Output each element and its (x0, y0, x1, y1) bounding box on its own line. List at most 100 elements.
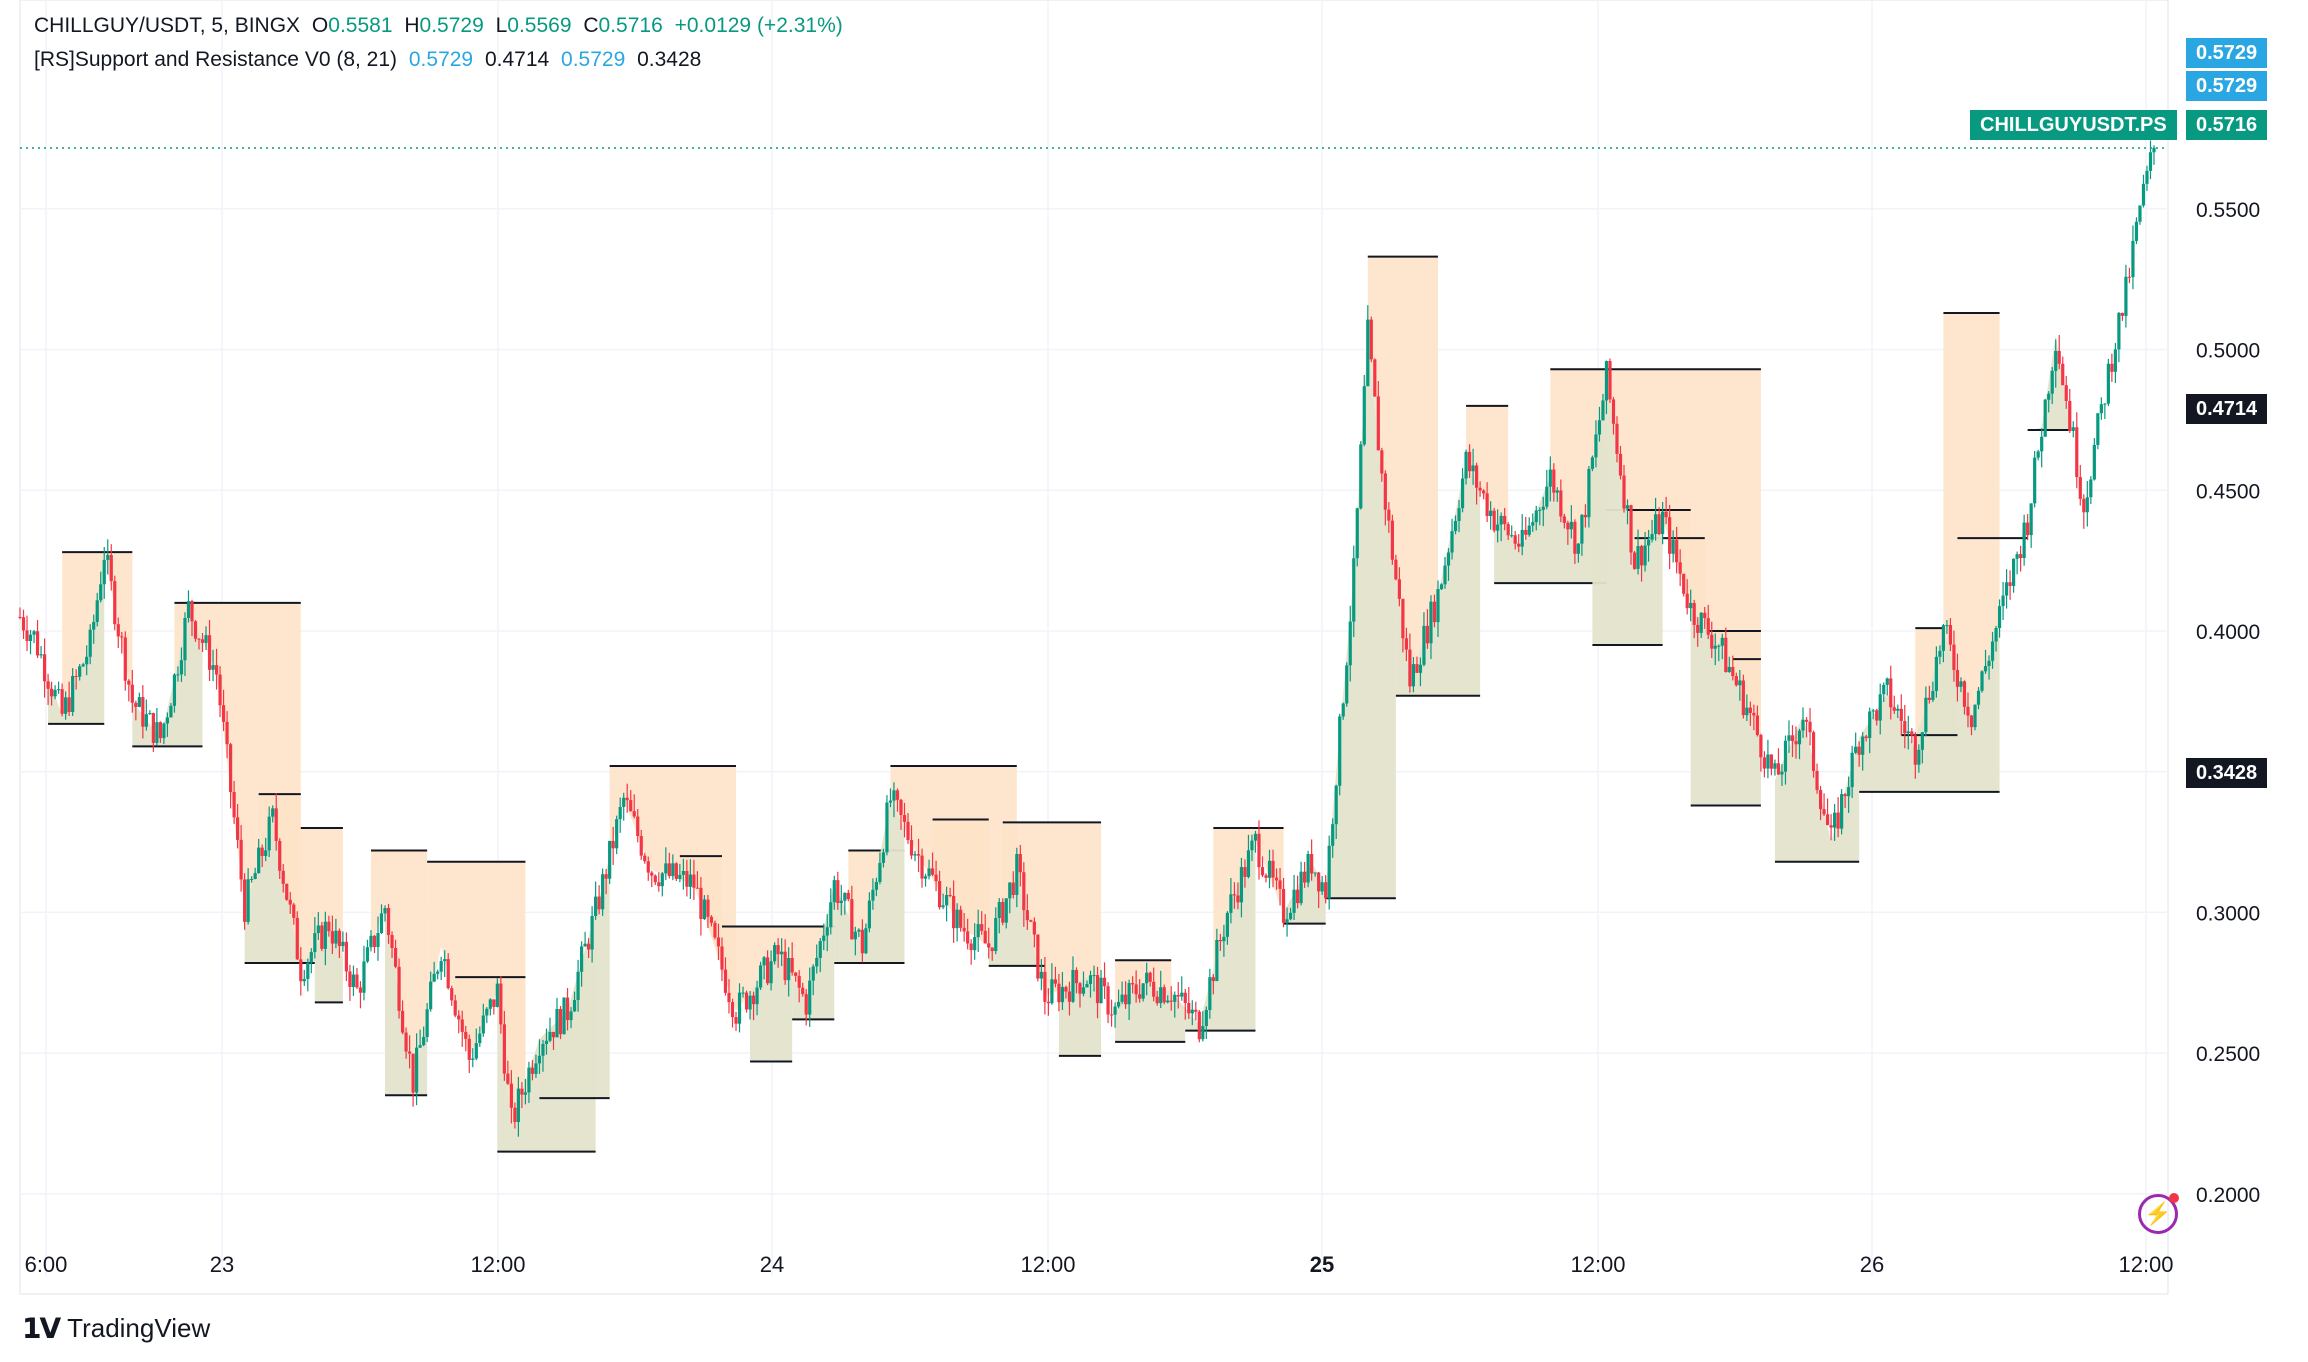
candle-body (1471, 465, 1475, 472)
candle-body (1359, 444, 1363, 509)
candle-body (1313, 872, 1317, 874)
candle-body (625, 797, 629, 801)
candle-body (1703, 612, 1707, 619)
candle-body (1534, 510, 1538, 523)
candle-body (1159, 987, 1163, 1004)
candle-body (881, 852, 886, 863)
candle-body (1250, 840, 1254, 851)
candle-body (815, 957, 819, 967)
candle-body (2040, 436, 2044, 452)
candle-body (1959, 681, 1963, 687)
candle-body (832, 880, 836, 903)
candle-body (1573, 521, 1577, 554)
candle-body (1095, 975, 1100, 1004)
candle-body (1071, 969, 1075, 1002)
resistance-zone (258, 794, 301, 969)
candle-body (1601, 400, 1605, 421)
x-tick-label: 23 (210, 1252, 234, 1277)
candle-body (341, 941, 345, 947)
candle-body (1931, 691, 1935, 700)
symbol-title[interactable]: CHILLGUY/USDT, 5, BINGX (34, 14, 301, 37)
candle-body (1127, 983, 1131, 1005)
candle-body (148, 713, 152, 715)
candle-body (1394, 559, 1398, 580)
candle-body (1102, 977, 1107, 987)
candle-body (137, 697, 141, 707)
candle-body (1910, 731, 1914, 736)
candle-body (39, 654, 43, 656)
candle-body (741, 992, 745, 994)
resistance-zone (679, 856, 722, 969)
y-tick-label: 0.2500 (2196, 1043, 2260, 1066)
candle-body (2057, 350, 2061, 364)
candle-body (221, 705, 226, 722)
candle-body (2148, 152, 2153, 171)
candle-body (1780, 771, 1784, 775)
open-label: O (311, 14, 329, 37)
close-label: C (583, 14, 599, 37)
candle-body (127, 680, 131, 685)
candle-body (1281, 888, 1286, 923)
candle-body (1920, 732, 1924, 750)
candle-body (18, 616, 22, 618)
candle-body (1166, 1000, 1170, 1003)
candle-body (737, 992, 742, 1024)
candle-body (864, 928, 868, 954)
candle-body (1467, 451, 1472, 472)
candle-body (2029, 503, 2033, 536)
candle-body (1211, 977, 1215, 982)
candle-body (1267, 860, 1272, 878)
ticker-badge: CHILLGUYUSDT.PS (1970, 110, 2177, 140)
candle-body (1594, 434, 1598, 458)
candle-body (1369, 319, 1373, 360)
candle-body (685, 870, 689, 887)
candle-body (1696, 624, 1700, 633)
candle-body (1629, 505, 1633, 553)
candle-body (71, 676, 75, 712)
candle-body (2071, 427, 2075, 431)
candle-body (64, 697, 68, 714)
candle-body (1801, 719, 1805, 731)
candle-body (1611, 399, 1616, 424)
candle-body (1794, 741, 1798, 745)
candle-body (1787, 735, 1791, 741)
candle-body (1482, 490, 1486, 494)
candle-body (2092, 444, 2096, 480)
candle-body (1661, 511, 1665, 535)
candle-body (457, 1015, 461, 1020)
candle-body (2008, 582, 2012, 586)
indicator-name[interactable]: [RS]Support and Resistance V0 (8, 21) (34, 48, 398, 71)
candle-body (1116, 1001, 1121, 1007)
candle-body (1825, 814, 1830, 826)
high-label: H (404, 14, 420, 37)
y-tick-label: 0.5000 (2196, 340, 2260, 363)
candle-body (1152, 981, 1156, 997)
candle-body (959, 909, 963, 928)
candle-body (2004, 582, 2009, 596)
tradingview-logo[interactable]: 𝟭𝗩 TradingView (22, 1310, 210, 1346)
candle-body (1811, 732, 1816, 771)
close-value: 0.5716 (598, 14, 663, 37)
candle-body (773, 945, 777, 962)
candle-body (1201, 1025, 1205, 1040)
candle-body (1134, 984, 1138, 995)
candle-body (481, 1015, 485, 1034)
candle-body (144, 714, 148, 727)
candle-body (1941, 625, 1946, 651)
candle-body (1692, 602, 1696, 625)
candle-body (316, 925, 320, 934)
candle-body (909, 840, 914, 856)
candle-body (1106, 986, 1110, 1015)
candle-body (436, 971, 440, 974)
candle-body (2075, 427, 2079, 478)
candle-body (1969, 715, 1974, 728)
candle-body (1580, 514, 1584, 544)
candle-body (1797, 730, 1802, 745)
resistance-zone (1115, 960, 1172, 1011)
candle-body (1847, 787, 1851, 797)
candle-body (1327, 845, 1331, 899)
candle-body (1664, 511, 1668, 518)
alert-button[interactable]: ⚡ (2138, 1193, 2179, 1234)
candle-body (962, 927, 966, 932)
